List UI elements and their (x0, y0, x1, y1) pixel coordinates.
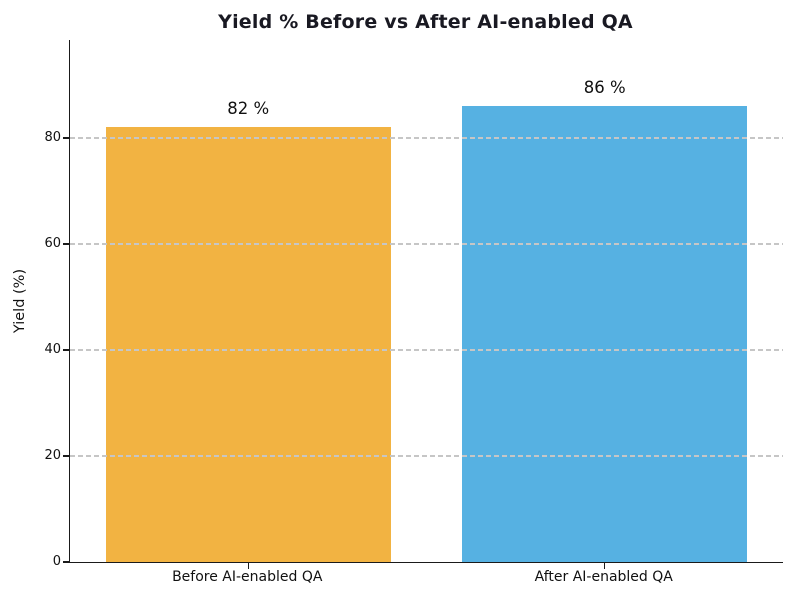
y-tick (63, 137, 69, 139)
y-gridline (70, 349, 783, 351)
x-tick (604, 563, 606, 570)
y-gridline (70, 455, 783, 457)
y-gridline (70, 137, 783, 139)
bar-2 (462, 106, 748, 562)
y-tick (63, 561, 69, 563)
y-tick-label: 40 (44, 342, 61, 358)
y-axis-label: Yield (%) (12, 268, 28, 334)
y-tick (63, 349, 69, 351)
y-tick (63, 455, 69, 457)
x-tick-label: After AI-enabled QA (534, 569, 673, 585)
bar-1 (105, 127, 391, 562)
x-tick (247, 563, 249, 570)
bar-value-label: 82 % (227, 99, 270, 119)
x-tick-label: Before AI-enabled QA (172, 569, 323, 585)
chart-title: Yield % Before vs After AI-enabled QA (218, 11, 633, 33)
y-tick-label: 0 (52, 554, 61, 569)
y-tick-label: 20 (44, 448, 61, 463)
y-tick-label: 80 (44, 130, 61, 146)
y-tick-label: 60 (44, 236, 61, 252)
y-gridline (70, 243, 783, 245)
plot-area: 82 % 86 % (63, 40, 783, 570)
y-tick (63, 243, 69, 245)
bar-value-label: 86 % (583, 78, 626, 98)
